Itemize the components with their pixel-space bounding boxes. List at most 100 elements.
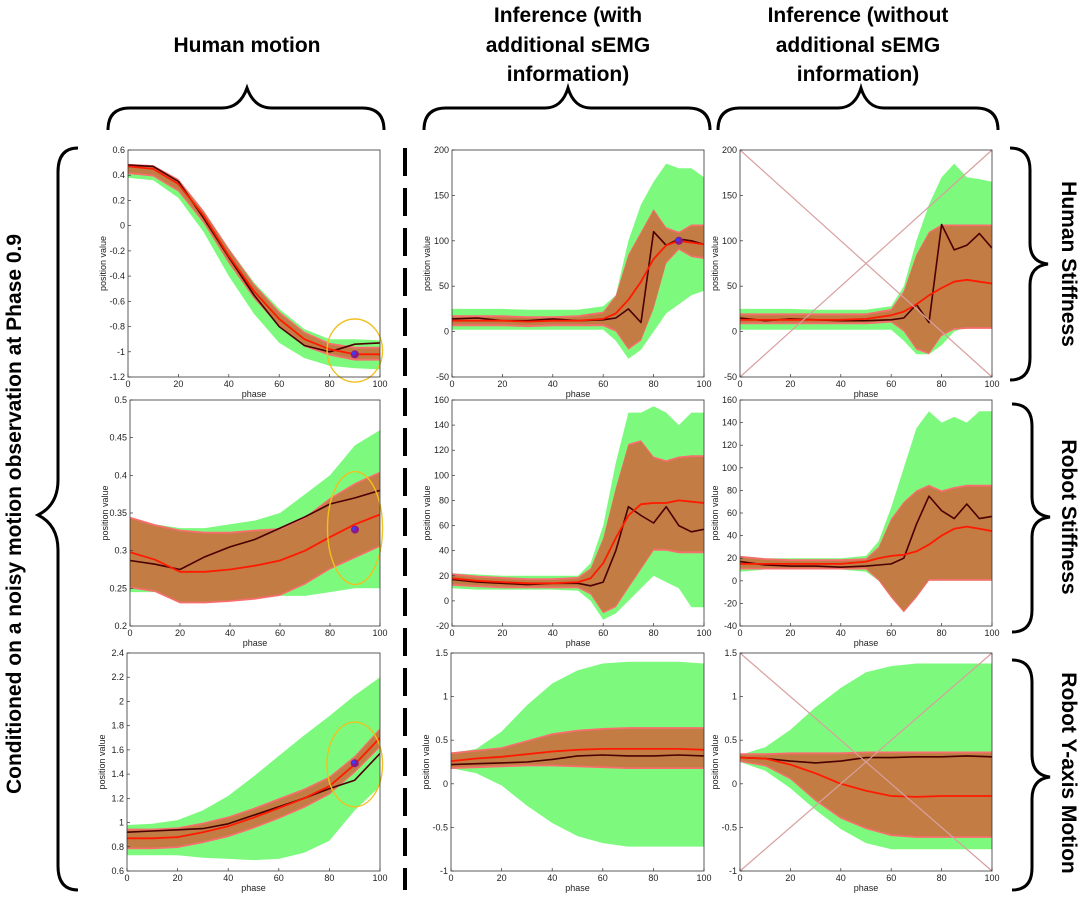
y-tick-label: -0.6	[109, 296, 125, 306]
y-axis-label: position value	[100, 485, 110, 540]
y-tick-label: 0	[732, 779, 737, 789]
y-tick-label: 0.5	[724, 735, 737, 745]
plot-robot-stiffness-without-semg: 0 20 40 60 80 100 -40 -20 0 20 40 60 80 100 120 140 160 p…	[710, 395, 1000, 648]
y-tick-label: -1	[117, 347, 125, 357]
y-tick-label: 80	[439, 495, 449, 505]
y-tick-label: 0	[120, 221, 125, 231]
x-tick-label: 80	[325, 628, 335, 638]
x-tick-label: 40	[836, 379, 846, 389]
variance-band-green	[127, 677, 380, 861]
observation-point-highlight	[352, 351, 356, 356]
row-title-robot-y-axis-motion: Robot Y-axis Motion	[1057, 672, 1080, 873]
y-tick-label: 40	[439, 546, 449, 556]
y-tick-label: 0.45	[109, 433, 127, 443]
x-tick-label: 40	[224, 379, 234, 389]
plot-robot-stiffness-human-motion: 0 20 40 60 80 100 0.2 0.25 0.3 0.35 0.4 0.45 0.5 phas…	[100, 395, 388, 648]
x-tick-label: 80	[324, 873, 334, 883]
y-tick-label: 160	[434, 395, 449, 405]
y-tick-label: 60	[727, 508, 737, 518]
brace-right-row1	[1009, 146, 1049, 382]
x-axis-label: phase	[854, 389, 879, 399]
x-tick-label: 80	[649, 379, 659, 389]
observation-point-highlight	[676, 238, 680, 242]
x-tick-label: 80	[937, 873, 947, 883]
brace-right-row2	[1011, 402, 1051, 634]
y-axis-label: position value	[421, 734, 431, 789]
row-title-human-stiffness: Human Stiffness	[1057, 181, 1080, 347]
y-tick-label: 0.35	[109, 508, 127, 518]
x-tick-label: 80	[937, 379, 947, 389]
highlight-ellipse	[326, 721, 384, 808]
x-tick-label: 0	[125, 379, 130, 389]
x-tick-label: 0	[448, 873, 453, 883]
x-axis-label: phase	[243, 638, 268, 648]
y-tick-label: 0	[444, 327, 449, 337]
y-tick-label: 0.6	[111, 866, 124, 876]
y-tick-label: -1	[729, 866, 737, 876]
y-tick-label: 100	[434, 470, 449, 480]
x-tick-label: 20	[785, 379, 795, 389]
y-tick-label: 60	[439, 521, 449, 531]
x-tick-label: 60	[886, 379, 896, 389]
x-tick-label: 40	[548, 379, 558, 389]
y-tick-label: -50	[724, 372, 737, 382]
brace-top-col3	[716, 82, 1000, 131]
y-tick-label: 0.5	[114, 395, 127, 405]
brace-top-col1	[106, 83, 386, 131]
col-title-with-semg-line3: information)	[507, 63, 629, 86]
y-tick-label: 140	[722, 418, 737, 428]
y-tick-label: 200	[722, 145, 737, 155]
y-tick-label: -1	[440, 866, 448, 876]
plot-frame	[127, 149, 381, 378]
y-tick-label: 80	[727, 485, 737, 495]
y-tick-label: -40	[724, 621, 737, 631]
x-tick-label: 60	[598, 379, 608, 389]
variance-band-brown	[451, 728, 704, 768]
plot-area	[127, 677, 380, 861]
x-tick-label: 60	[274, 873, 284, 883]
cross-out-line-2	[739, 149, 993, 378]
y-tick-label: 0.8	[111, 842, 124, 852]
predicted-mean-line	[740, 756, 992, 798]
y-tick-label: 1.4	[111, 769, 124, 779]
y-tick-label: -20	[724, 598, 737, 608]
y-tick-label: 0.6	[112, 145, 125, 155]
plot-human-stiffness-with-semg: 0 20 40 60 80 100-50050100150200phaseposition…	[422, 145, 712, 399]
y-tick-label: 2.4	[111, 648, 124, 658]
y-tick-label: 200	[434, 145, 449, 155]
x-tick-label: 80	[649, 628, 659, 638]
x-tick-label: 20	[497, 379, 507, 389]
y-tick-label: 120	[434, 445, 449, 455]
x-tick-label: 20	[175, 628, 185, 638]
ground-truth-line	[740, 755, 992, 764]
predicted-mean-line	[128, 165, 380, 356]
x-tick-label: 40	[225, 628, 235, 638]
x-tick-label: 80	[648, 873, 658, 883]
y-tick-label: 160	[722, 395, 737, 405]
row-braces	[1009, 146, 1051, 892]
col-title-without-semg-line1: Inference (without	[768, 4, 949, 27]
brace-right-row3	[1011, 658, 1051, 892]
plot-frame	[451, 149, 705, 378]
predicted-mean-line	[451, 748, 704, 762]
plot-area	[452, 163, 704, 359]
x-tick-label: 100	[984, 628, 999, 638]
x-tick-label: 0	[449, 628, 454, 638]
x-tick-label: 20	[497, 628, 507, 638]
col-title-without-semg-line2: additional sEMG	[776, 34, 941, 57]
x-tick-label: 100	[984, 379, 999, 389]
col-title-without-semg-line3: information)	[797, 63, 919, 86]
x-tick-label: 20	[785, 873, 795, 883]
x-tick-label: 20	[785, 628, 795, 638]
variance-band-brown	[452, 442, 704, 612]
x-tick-label: 0	[124, 873, 129, 883]
y-tick-label: 50	[727, 281, 737, 291]
column-braces	[106, 82, 1000, 131]
ground-truth-line	[740, 495, 992, 568]
y-tick-label: 150	[434, 190, 449, 200]
y-tick-label: 20	[727, 553, 737, 563]
y-tick-label: 100	[722, 463, 737, 473]
ground-truth-line	[127, 752, 380, 833]
y-tick-label: 0	[443, 779, 448, 789]
